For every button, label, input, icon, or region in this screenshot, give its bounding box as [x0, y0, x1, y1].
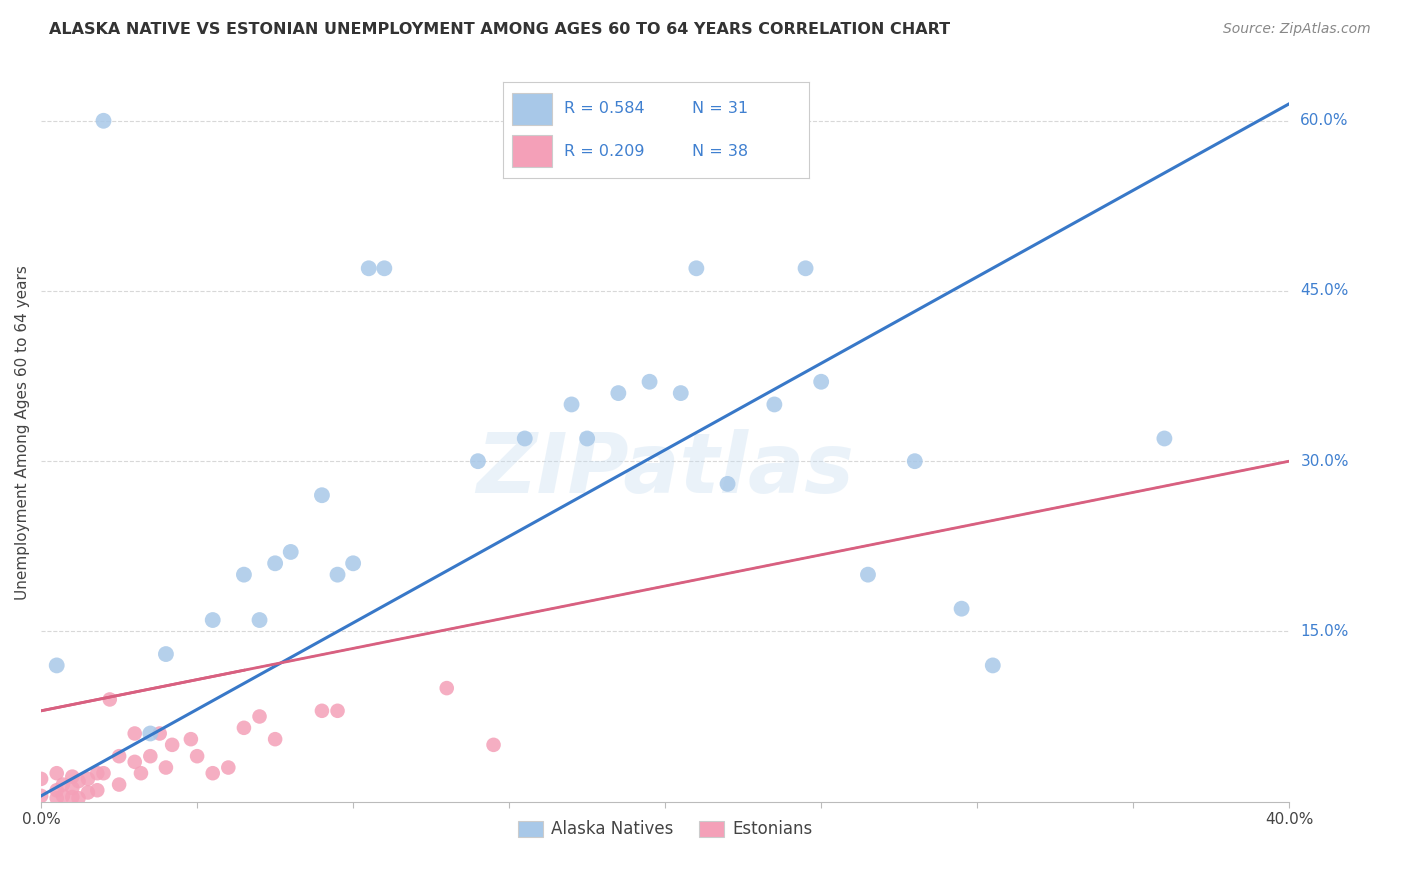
Text: 30.0%: 30.0%: [1301, 454, 1348, 468]
Point: [607, 386, 630, 401]
Point: [716, 476, 738, 491]
Point: [436, 681, 458, 695]
Point: [669, 386, 692, 401]
Point: [160, 738, 183, 752]
Point: [77, 772, 100, 786]
Point: [60, 780, 83, 795]
Point: [794, 261, 817, 276]
Text: Source: ZipAtlas.com: Source: ZipAtlas.com: [1223, 22, 1371, 37]
Point: [357, 261, 380, 276]
Point: [638, 375, 661, 389]
Point: [311, 488, 333, 502]
Point: [86, 783, 108, 797]
Point: [904, 454, 927, 468]
Point: [30, 789, 52, 803]
Point: [77, 785, 100, 799]
Point: [249, 709, 271, 723]
Point: [45, 766, 67, 780]
Point: [155, 760, 177, 774]
Point: [186, 749, 208, 764]
Point: [326, 567, 349, 582]
Point: [180, 732, 202, 747]
Point: [342, 557, 364, 571]
Point: [149, 726, 172, 740]
Point: [52, 778, 75, 792]
Point: [67, 791, 90, 805]
Point: [264, 557, 287, 571]
Point: [45, 791, 67, 805]
Point: [124, 755, 146, 769]
Point: [52, 789, 75, 803]
Point: [201, 613, 224, 627]
Point: [155, 647, 177, 661]
Point: [98, 692, 121, 706]
Point: [232, 721, 254, 735]
Point: [108, 778, 131, 792]
Point: [1153, 432, 1175, 446]
Point: [232, 567, 254, 582]
Point: [217, 760, 239, 774]
Point: [950, 601, 973, 615]
Text: 45.0%: 45.0%: [1301, 284, 1348, 299]
Point: [93, 113, 115, 128]
Point: [810, 375, 832, 389]
Y-axis label: Unemployment Among Ages 60 to 64 years: Unemployment Among Ages 60 to 64 years: [15, 266, 30, 600]
Point: [139, 726, 162, 740]
Point: [981, 658, 1004, 673]
Point: [86, 766, 108, 780]
Point: [685, 261, 707, 276]
Point: [763, 397, 786, 411]
Point: [561, 397, 583, 411]
Legend: Alaska Natives, Estonians: Alaska Natives, Estonians: [512, 814, 818, 845]
Point: [326, 704, 349, 718]
Point: [311, 704, 333, 718]
Point: [264, 732, 287, 747]
Point: [249, 613, 271, 627]
Point: [45, 658, 67, 673]
Point: [467, 454, 489, 468]
Point: [60, 770, 83, 784]
Point: [45, 783, 67, 797]
Point: [482, 738, 505, 752]
Point: [139, 749, 162, 764]
Text: ALASKA NATIVE VS ESTONIAN UNEMPLOYMENT AMONG AGES 60 TO 64 YEARS CORRELATION CHA: ALASKA NATIVE VS ESTONIAN UNEMPLOYMENT A…: [49, 22, 950, 37]
Point: [124, 726, 146, 740]
Point: [93, 766, 115, 780]
Point: [67, 774, 90, 789]
Text: 60.0%: 60.0%: [1301, 113, 1348, 128]
Point: [576, 432, 599, 446]
Text: 15.0%: 15.0%: [1301, 624, 1348, 639]
Point: [30, 772, 52, 786]
Point: [108, 749, 131, 764]
Point: [60, 790, 83, 805]
Point: [280, 545, 302, 559]
Point: [129, 766, 152, 780]
Point: [373, 261, 395, 276]
Point: [856, 567, 879, 582]
Point: [201, 766, 224, 780]
Text: ZIPatlas: ZIPatlas: [477, 429, 853, 510]
Point: [513, 432, 536, 446]
